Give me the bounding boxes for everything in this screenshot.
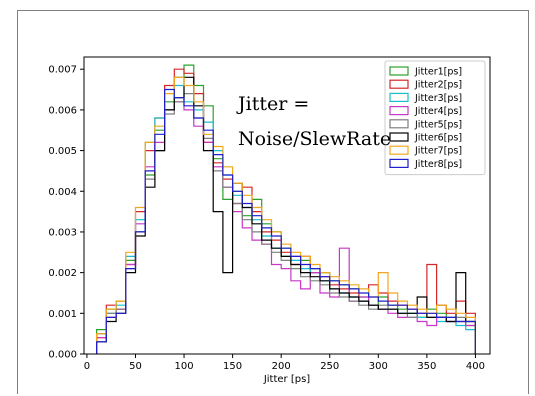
annotation-line1: Jitter =: [236, 93, 309, 115]
legend-swatch: [389, 105, 409, 116]
legend-swatch: [389, 158, 409, 168]
y-tick-label: 0.003: [48, 227, 77, 238]
legend-label: Jitter6[ps]: [414, 133, 462, 144]
x-ticks: 0 50 100 150 200 250 300 350 400: [84, 354, 485, 372]
y-ticks: 0.000 0.001 0.002 0.003 0.004 0.005 0.006 0.007: [48, 65, 84, 361]
legend-label: Jitter8[ps]: [414, 159, 462, 170]
y-tick-label: 0.002: [48, 268, 77, 279]
series-line-7: [96, 76, 476, 354]
legend-swatch: [389, 79, 409, 89]
axes-box: [83, 56, 491, 355]
legend-label: Jitter7[ps]: [414, 146, 462, 157]
series-line-8: [96, 88, 476, 354]
legend-label: Jitter3[ps]: [414, 93, 462, 104]
y-tick-label: 0.004: [48, 187, 77, 198]
legend-box: [384, 60, 486, 176]
legend: Jitter1[ps] Jitter2[ps] Jitter3[ps] Jitter4…: [384, 60, 486, 176]
x-axis-label: Jitter [ps]: [263, 374, 310, 385]
y-tick-label: 0.001: [48, 309, 77, 320]
y-tick-label: 0.005: [48, 146, 77, 157]
x-tick-label: 400: [466, 361, 485, 372]
legend-label: Jitter5[ps]: [414, 119, 462, 130]
y-tick-label: 0.000: [48, 350, 77, 361]
legend-swatch: [389, 66, 409, 76]
y-tick-label: 0.007: [48, 65, 77, 76]
y-tick-label: 0.006: [48, 105, 77, 116]
legend-swatch: [389, 145, 409, 155]
x-tick-label: 200: [272, 361, 291, 372]
series-layer: [96, 64, 476, 354]
legend-swatch: [389, 132, 409, 142]
x-tick-label: 50: [129, 361, 142, 372]
legend-swatch: [389, 92, 409, 103]
x-tick-label: 100: [174, 361, 193, 372]
legend-label: Jitter1[ps]: [414, 67, 462, 78]
x-tick-label: 250: [320, 361, 339, 372]
x-tick-label: 300: [369, 361, 388, 372]
legend-label: Jitter4[ps]: [414, 106, 462, 117]
x-tick-label: 0: [84, 361, 90, 372]
legend-label: Jitter2[ps]: [414, 80, 462, 91]
plot-window-frame: [17, 10, 529, 394]
x-tick-label: 350: [417, 361, 436, 372]
x-tick-label: 150: [223, 361, 242, 372]
legend-swatch: [389, 119, 409, 129]
annotation-line2: Noise/SlewRate: [238, 128, 391, 150]
